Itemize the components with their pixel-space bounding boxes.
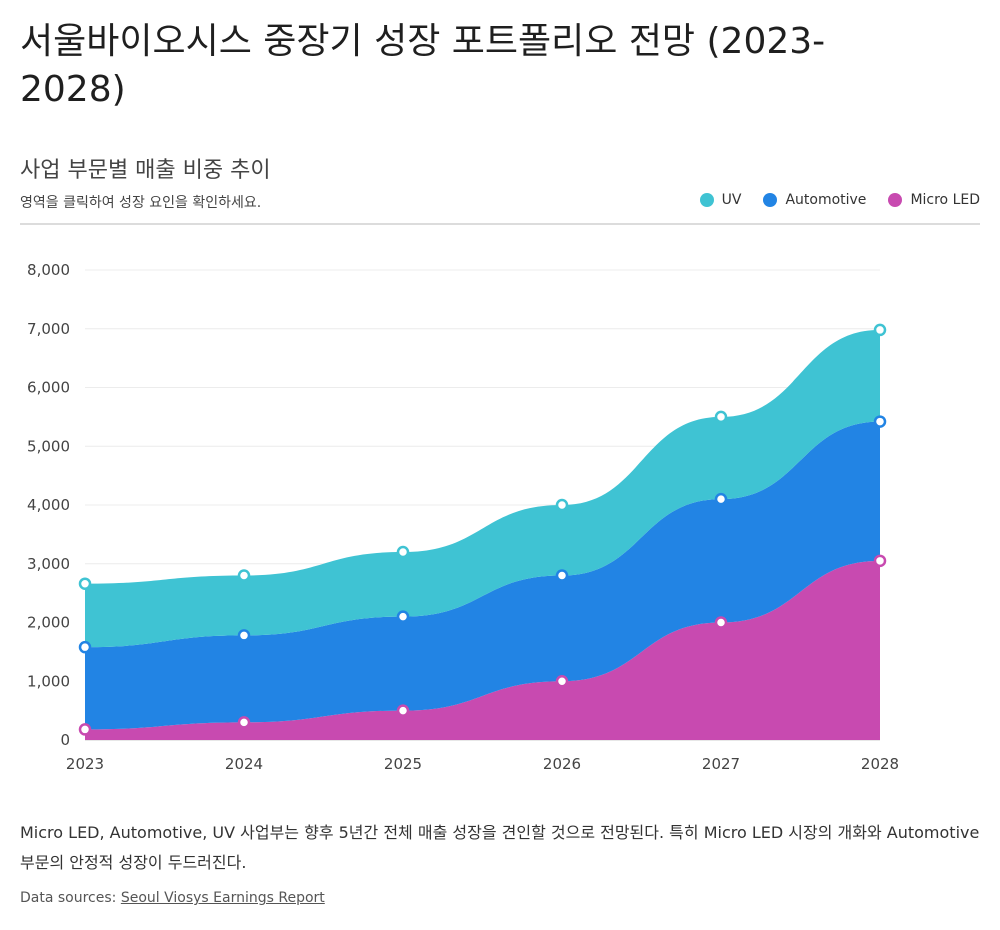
point-micro-led[interactable]	[873, 554, 887, 568]
legend-dot-uv	[699, 193, 714, 207]
point-uv[interactable]	[237, 569, 251, 582]
source-prefix: Data sources:	[20, 890, 117, 906]
point-uv[interactable]	[714, 410, 728, 424]
point-micro-led[interactable]	[237, 716, 251, 729]
point-uv[interactable]	[78, 577, 92, 590]
point-micro-led[interactable]	[714, 616, 728, 629]
point-uv[interactable]	[396, 545, 410, 559]
x-tick-label: 2026	[543, 755, 581, 773]
legend-label-uv: UV	[721, 192, 742, 208]
source-link[interactable]: Seoul Viosys Earnings Report	[120, 890, 325, 906]
data-source: Data sources: Seoul Viosys Earnings Repo…	[20, 890, 325, 906]
area-automotive[interactable]	[85, 421, 880, 730]
point-uv[interactable]	[873, 323, 887, 337]
point-automotive[interactable]	[873, 415, 887, 428]
x-tick-label: 2028	[861, 755, 899, 773]
point-automotive[interactable]	[78, 640, 92, 654]
y-tick-label: 1,000	[27, 672, 70, 690]
y-tick-label: 0	[60, 731, 70, 749]
chart-subtitle: 사업 부문별 매출 비중 추이	[20, 158, 271, 183]
y-tick-label: 3,000	[27, 555, 70, 573]
point-micro-led[interactable]	[396, 704, 410, 717]
stacked-area-chart: 0 1,000 2,000 3,000 4,000 5,000 6,000 7,000 8,00…	[27, 261, 899, 773]
y-tick-label: 6,000	[27, 379, 70, 397]
legend-item-micro-led[interactable]: Micro LED	[888, 192, 980, 208]
point-automotive[interactable]	[396, 610, 410, 623]
y-tick-label: 5,000	[27, 437, 70, 455]
legend-label-automotive: Automotive	[785, 192, 867, 208]
legend-item-automotive[interactable]: Automotive	[763, 192, 866, 208]
point-automotive[interactable]	[714, 492, 728, 506]
y-tick-label: 7,000	[27, 320, 70, 338]
area-micro-led[interactable]	[85, 560, 880, 740]
x-tick-label: 2025	[384, 755, 422, 773]
legend-dot-micro-led	[888, 193, 903, 207]
point-automotive[interactable]	[555, 569, 569, 582]
x-tick-label: 2027	[702, 755, 740, 773]
x-tick-label: 2024	[225, 755, 263, 773]
legend-dot-automotive	[763, 193, 778, 207]
y-tick-label: 8,000	[27, 261, 70, 279]
y-tick-label: 4,000	[27, 496, 70, 514]
point-micro-led[interactable]	[555, 675, 569, 688]
chart-hint: 영역을 클릭하여 성장 요인을 확인하세요.	[20, 195, 262, 211]
page-title: 서울바이오시스 중장기 성장 포트폴리오 전망 (2023-2028)	[20, 21, 826, 110]
area-uv[interactable]	[85, 329, 880, 648]
area-layer	[85, 329, 880, 740]
y-tick-label: 2,000	[27, 614, 70, 632]
legend-item-uv[interactable]: UV	[699, 192, 742, 208]
point-automotive[interactable]	[237, 629, 251, 642]
chart-note: Micro LED, Automotive, UV 사업부는 향후 5년간 전체…	[20, 823, 980, 872]
legend-label-micro-led: Micro LED	[910, 192, 980, 208]
point-micro-led[interactable]	[78, 723, 92, 736]
chart-legend: UV Automotive Micro LED	[699, 192, 980, 208]
point-uv[interactable]	[555, 498, 569, 512]
x-tick-label: 2023	[66, 755, 104, 773]
header-divider	[20, 223, 980, 225]
